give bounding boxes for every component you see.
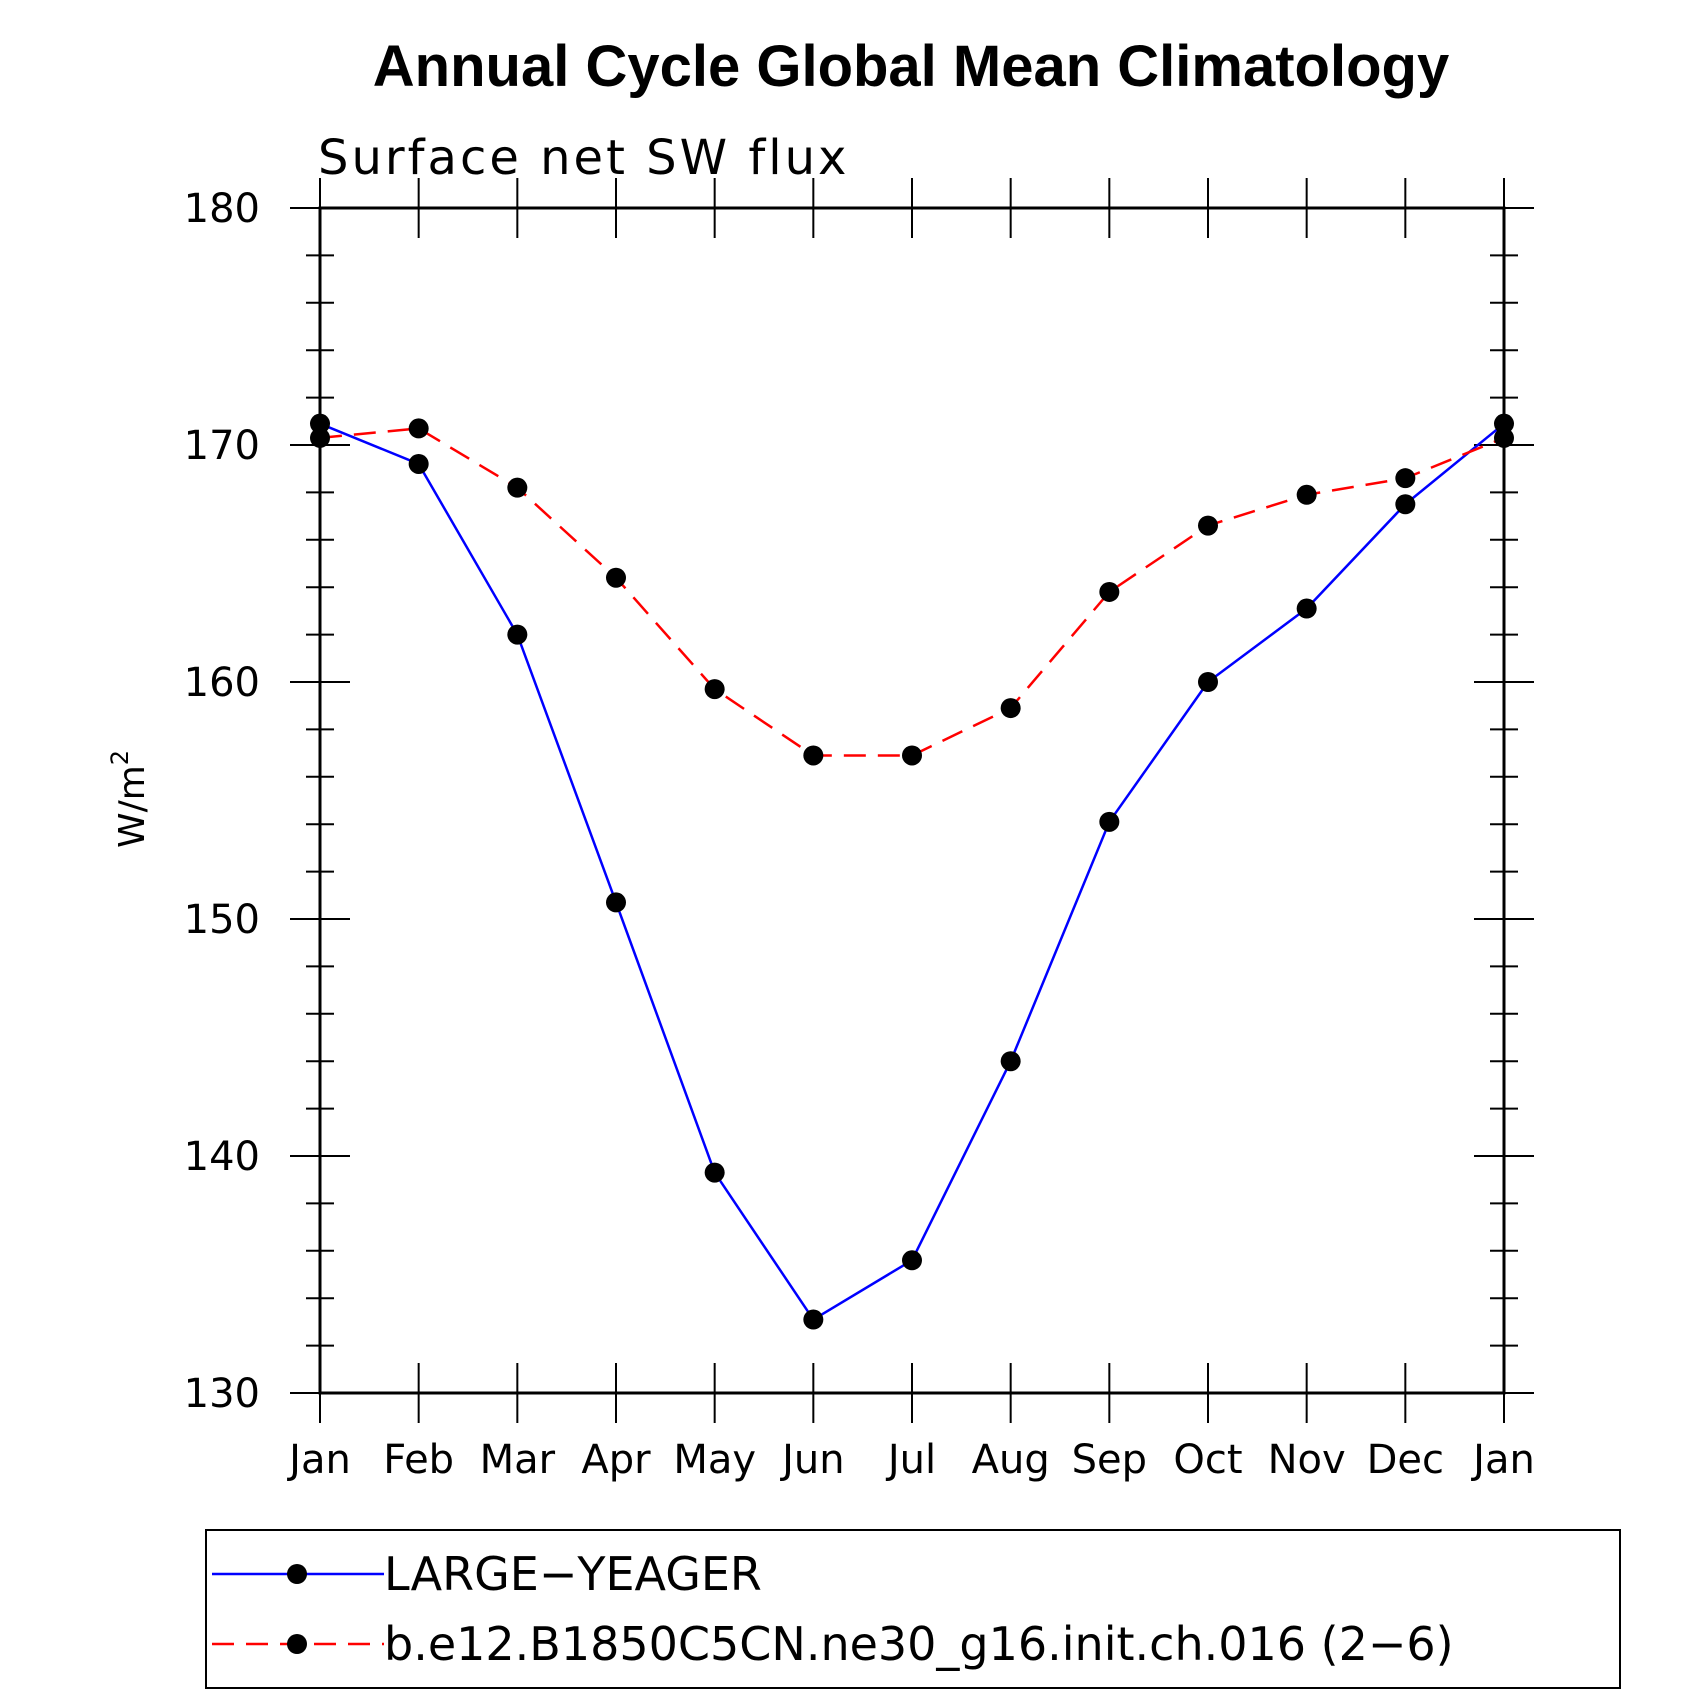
data-point-series-2: [408, 418, 429, 439]
y-tick-label: 130: [184, 1371, 260, 1417]
x-tick-label: Apr: [581, 1437, 651, 1483]
x-tick-label: Mar: [480, 1437, 556, 1483]
data-point-series-2: [1000, 698, 1021, 719]
data-point-series-1: [1198, 672, 1218, 692]
x-tick-label: Oct: [1173, 1437, 1242, 1483]
data-point-series-1: [1296, 598, 1317, 619]
plot-frame: [318, 206, 1506, 1395]
data-point-series-2: [902, 745, 922, 766]
x-tick-labels: Jan Feb Mar Apr May Jun Jul Aug Sep Oct Nov Dec Jan: [286, 1437, 1535, 1483]
data-point-series-1: [606, 892, 626, 913]
x-tick-label: Sep: [1072, 1437, 1147, 1483]
x-tick-label: Jan: [1470, 1437, 1535, 1483]
x-tick-label: May: [673, 1437, 756, 1483]
series-lines: [319, 422, 1505, 1321]
data-point-series-2: [606, 567, 626, 588]
data-point-series-1: [1494, 413, 1514, 434]
data-point-series-1: [902, 1250, 922, 1271]
data-point-series-2: [1198, 515, 1218, 536]
data-point-series-2: [507, 477, 528, 498]
axis-ticks: [290, 178, 1534, 1423]
data-point-series-1: [803, 1309, 824, 1330]
y-axis-label-text: W/m: [112, 765, 153, 848]
y-tick-labels: 130 140 150 160 170 180: [184, 186, 260, 1417]
data-point-series-2: [310, 427, 330, 448]
chart-title: Annual Cycle Global Mean Climatology: [373, 34, 1449, 99]
data-point-series-1: [507, 624, 528, 645]
x-tick-label: Feb: [383, 1437, 454, 1483]
y-axis-label-superscript: 2: [106, 750, 134, 765]
data-point-series-1: [408, 453, 429, 474]
series-line-2: [319, 427, 1505, 757]
data-point-series-1: [1000, 1051, 1021, 1072]
data-point-series-2: [1296, 484, 1317, 505]
svg-text:W/m2: W/m2: [106, 750, 153, 848]
y-tick-label: 150: [184, 897, 260, 943]
chart-subtitle: Surface net SW flux: [318, 130, 849, 186]
legend: LARGE−YEAGER b.e12.B1850C5CN.ne30_g16.in…: [205, 1529, 1621, 1689]
series-line-1: [319, 422, 1505, 1321]
legend-box: [205, 1529, 1621, 1689]
y-tick-label: 180: [184, 186, 260, 232]
y-tick-label: 160: [184, 660, 260, 706]
x-tick-label: Jun: [779, 1437, 845, 1483]
x-tick-label: Jan: [286, 1437, 351, 1483]
data-point-series-1: [310, 413, 330, 434]
legend-marker-series-1: [287, 1564, 307, 1584]
legend-label-series-2: b.e12.B1850C5CN.ne30_g16.init.ch.016 (2−…: [384, 1617, 1454, 1671]
x-tick-label: Jul: [885, 1437, 936, 1483]
y-tick-label: 170: [184, 423, 260, 469]
legend-marker-series-2: [287, 1634, 307, 1654]
x-tick-label: Aug: [972, 1437, 1050, 1483]
data-point-series-1: [1099, 811, 1120, 832]
data-markers: [310, 413, 1514, 1330]
x-tick-label: Dec: [1367, 1437, 1444, 1483]
x-tick-label: Nov: [1268, 1437, 1346, 1483]
data-point-series-2: [1099, 581, 1120, 602]
data-point-series-1: [704, 1162, 725, 1183]
y-tick-label: 140: [184, 1134, 260, 1180]
data-point-series-2: [1494, 427, 1514, 448]
data-point-series-2: [1395, 468, 1416, 489]
data-point-series-2: [704, 679, 725, 700]
data-point-series-1: [1395, 494, 1416, 515]
legend-label-series-1: LARGE−YEAGER: [384, 1547, 762, 1601]
y-axis-label: W/m2: [106, 750, 153, 848]
data-point-series-2: [803, 745, 824, 766]
